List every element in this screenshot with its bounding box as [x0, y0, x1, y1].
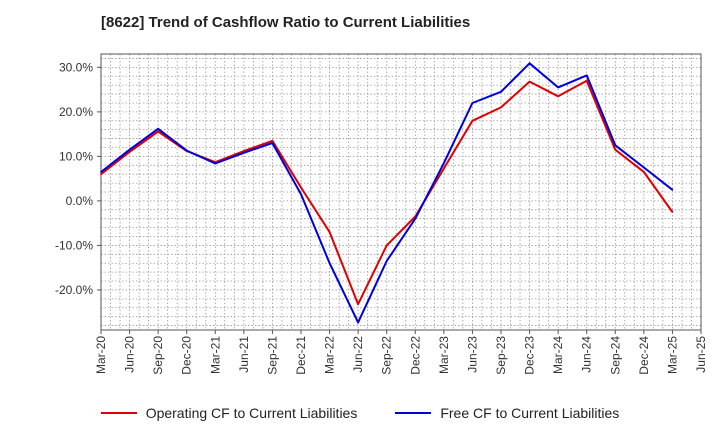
data-point-operating-cf — [500, 106, 502, 109]
data-point-free-cf — [271, 142, 274, 144]
data-point-operating-cf — [585, 79, 588, 82]
data-point-operating-cf — [614, 148, 617, 151]
x-tick-label: Mar-20 — [94, 336, 108, 374]
data-point-free-cf — [671, 188, 674, 191]
data-point-operating-cf — [128, 151, 131, 153]
x-tick-label: Mar-25 — [665, 336, 679, 374]
x-tick-label: Jun-25 — [694, 336, 708, 373]
x-tick-label: Dec-22 — [408, 336, 422, 375]
x-tick-label: Mar-22 — [323, 336, 337, 374]
data-point-free-cf — [614, 144, 617, 147]
data-point-operating-cf — [471, 119, 474, 122]
data-point-operating-cf — [385, 244, 388, 247]
x-tick-label: Mar-23 — [437, 336, 451, 374]
legend-swatch-operating-cf — [100, 412, 137, 414]
legend-swatch-free-cf — [395, 412, 432, 414]
y-tick-label: -20.0% — [55, 283, 93, 297]
data-point-free-cf — [128, 148, 131, 151]
data-point-operating-cf — [271, 140, 274, 142]
data-point-free-cf — [443, 162, 445, 164]
x-tick-label: Sep-23 — [494, 336, 508, 375]
x-tick-label: Dec-20 — [180, 336, 194, 375]
data-point-free-cf — [100, 171, 102, 173]
x-tick-label: Sep-21 — [265, 336, 279, 375]
x-tick-label: Mar-24 — [551, 336, 565, 374]
x-tick-label: Jun-23 — [465, 336, 479, 373]
x-tick-label: Sep-22 — [380, 336, 394, 375]
y-tick-label: 30.0% — [59, 60, 93, 74]
data-point-operating-cf — [357, 303, 359, 305]
y-tick-label: 10.0% — [59, 149, 93, 163]
series-line-free-cf — [100, 62, 674, 324]
data-point-operating-cf — [328, 231, 331, 233]
data-point-operating-cf — [671, 211, 674, 213]
plot-area-frame — [100, 53, 702, 331]
x-tick-label: Jun-22 — [351, 336, 365, 373]
x-tick-label: Dec-21 — [294, 336, 308, 375]
legend: Operating CF to Current Liabilities Free… — [0, 405, 720, 421]
data-point-operating-cf — [157, 130, 159, 133]
data-point-free-cf — [528, 62, 531, 65]
data-point-operating-cf — [557, 95, 559, 98]
x-tick-label: Dec-23 — [523, 336, 537, 375]
x-tick-label: Dec-24 — [637, 336, 651, 375]
x-tick-label: Jun-20 — [123, 336, 137, 373]
data-point-free-cf — [243, 152, 245, 154]
x-tick-label: Sep-24 — [608, 336, 622, 375]
data-point-free-cf — [585, 74, 588, 77]
data-point-free-cf — [357, 321, 359, 324]
data-point-free-cf — [500, 91, 502, 93]
y-tick-label: -10.0% — [55, 238, 93, 252]
data-point-free-cf — [471, 102, 474, 104]
data-point-operating-cf — [243, 150, 245, 152]
legend-label-free-cf: Free CF to Current Liabilities — [440, 405, 620, 421]
x-tick-label: Mar-21 — [208, 336, 222, 374]
y-tick-label: 20.0% — [59, 105, 93, 119]
legend-label-operating-cf: Operating CF to Current Liabilities — [145, 405, 358, 421]
data-point-operating-cf — [528, 80, 531, 83]
x-tick-label: Jun-21 — [237, 336, 251, 373]
x-tick-label: Sep-20 — [151, 336, 165, 375]
data-point-operating-cf — [643, 171, 645, 173]
data-point-free-cf — [328, 262, 331, 265]
legend-item-operating-cf: Operating CF to Current Liabilities — [100, 405, 358, 421]
data-point-free-cf — [414, 217, 417, 220]
data-point-free-cf — [157, 127, 159, 130]
y-tick-label: 0.0% — [66, 194, 94, 208]
x-tick-label: Jun-24 — [580, 336, 594, 373]
data-point-operating-cf — [443, 167, 445, 170]
data-point-free-cf — [643, 166, 645, 169]
data-point-operating-cf — [100, 173, 102, 175]
data-point-free-cf — [300, 193, 302, 196]
data-point-free-cf — [557, 86, 559, 89]
legend-item-free-cf: Free CF to Current Liabilities — [395, 405, 619, 421]
data-point-operating-cf — [300, 186, 302, 189]
data-point-free-cf — [214, 162, 217, 165]
data-point-free-cf — [385, 260, 388, 262]
data-point-free-cf — [185, 149, 188, 152]
chart-title: [8622] Trend of Cashflow Ratio to Curren… — [101, 14, 471, 31]
